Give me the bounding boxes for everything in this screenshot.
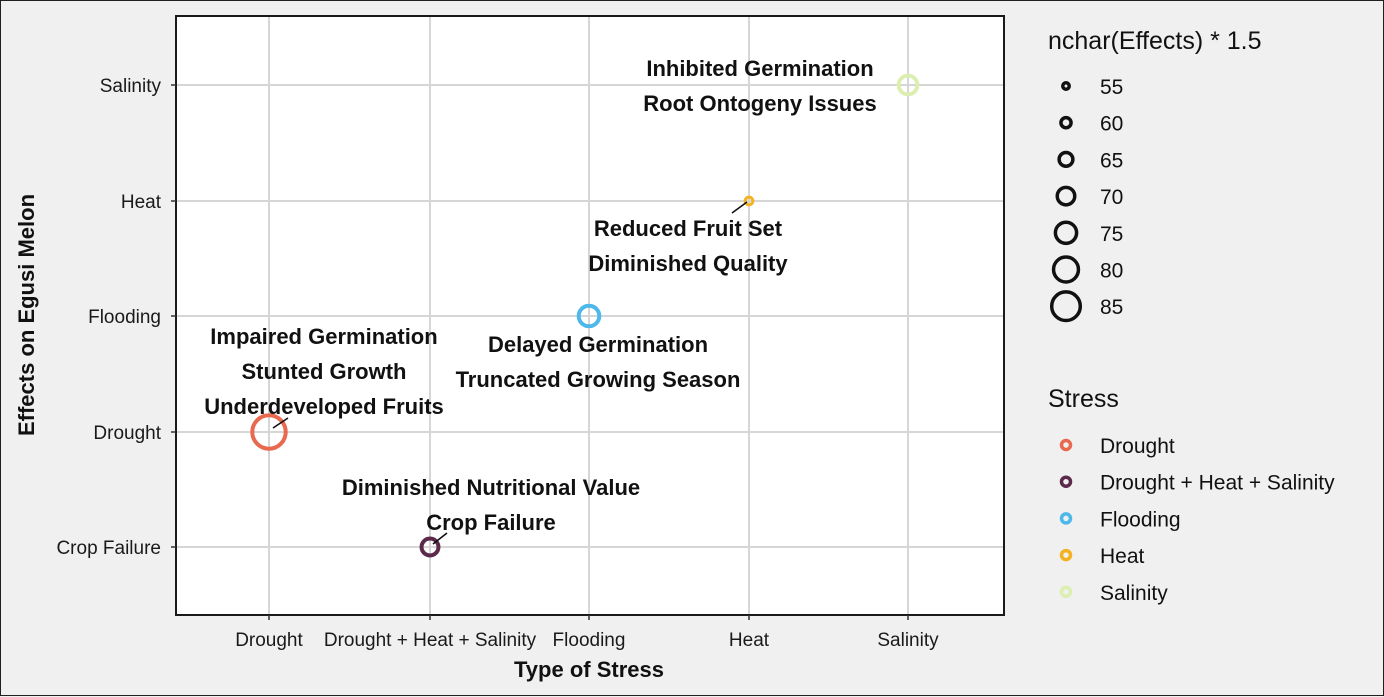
point-drought — [250, 413, 288, 451]
size-legend-label: 85 — [1100, 296, 1123, 319]
point-labels: Impaired Germination Stunted Growth Underd… — [204, 56, 877, 545]
color-legend-title: Stress — [1048, 385, 1119, 413]
size-legend-key — [1059, 115, 1073, 130]
color-legend-key-salinity — [1059, 585, 1073, 599]
y-axis-title: Effects on Egusi Melon — [14, 194, 39, 436]
data-points — [250, 73, 920, 558]
point-label-salinity: Root Ontogeny Issues — [643, 91, 876, 116]
color-legend-label: Salinity — [1100, 582, 1168, 605]
x-axis-ticks: Drought Drought + Heat + Salinity Flooding… — [235, 615, 939, 651]
color-legend-key-drought-heat-salinity — [1059, 475, 1073, 488]
x-tick-label: Flooding — [553, 630, 626, 651]
point-label-drought-heat-salinity: Crop Failure — [426, 510, 556, 535]
point-label-drought: Underdeveloped Fruits — [204, 394, 444, 419]
color-legend: Stress Drought Drought + Heat + Salinity F… — [1048, 385, 1335, 605]
y-tick-label: Drought — [93, 423, 161, 444]
grid-lines — [176, 16, 1004, 615]
color-legend-label: Heat — [1100, 545, 1145, 568]
color-legend-label: Drought + Heat + Salinity — [1100, 472, 1335, 495]
size-legend: nchar(Effects) * 1.5 55 60 65 70 75 80 85 — [1048, 27, 1262, 323]
size-legend-label: 55 — [1100, 76, 1123, 99]
color-legend-key-flooding — [1059, 512, 1073, 525]
size-legend-key — [1053, 220, 1079, 246]
size-legend-label: 65 — [1100, 149, 1123, 172]
point-label-flooding: Delayed Germination — [488, 332, 708, 357]
point-label-drought-heat-salinity: Diminished Nutritional Value — [342, 475, 640, 500]
point-label-drought: Stunted Growth — [242, 359, 407, 384]
size-legend-key — [1055, 185, 1077, 207]
point-label-salinity: Inhibited Germination — [646, 56, 873, 81]
color-legend-key-heat — [1059, 548, 1073, 562]
color-legend-label: Flooding — [1100, 508, 1181, 531]
color-legend-key-drought — [1059, 438, 1073, 452]
y-tick-label: Salinity — [100, 76, 162, 97]
label-leader-line — [272, 417, 289, 429]
size-legend-key — [1057, 150, 1075, 169]
point-label-heat: Reduced Fruit Set — [594, 216, 783, 241]
y-tick-label: Flooding — [88, 307, 161, 328]
x-tick-label: Heat — [729, 630, 770, 651]
point-flooding — [576, 303, 602, 329]
size-legend-label: 80 — [1100, 260, 1123, 283]
x-tick-label: Drought — [235, 630, 303, 651]
color-legend-label: Drought — [1100, 435, 1175, 458]
size-legend-key — [1049, 290, 1083, 323]
label-leader-line — [432, 532, 448, 545]
point-label-flooding: Truncated Growing Season — [456, 367, 741, 392]
size-legend-key — [1061, 81, 1071, 91]
y-axis-ticks: Crop Failure Drought Flooding Heat Salinity — [56, 76, 176, 559]
y-tick-label: Crop Failure — [56, 538, 161, 559]
size-legend-label: 75 — [1100, 223, 1123, 246]
x-tick-label: Drought + Heat + Salinity — [324, 630, 537, 651]
point-salinity — [896, 73, 920, 97]
size-legend-label: 70 — [1100, 186, 1123, 209]
y-tick-label: Heat — [121, 192, 162, 213]
point-drought-heat-salinity — [419, 536, 441, 558]
x-axis-title: Type of Stress — [514, 657, 664, 682]
size-legend-label: 60 — [1100, 113, 1123, 136]
size-legend-title: nchar(Effects) * 1.5 — [1048, 27, 1262, 55]
point-heat — [743, 195, 755, 207]
x-tick-label: Salinity — [877, 630, 939, 651]
label-leader-line — [731, 201, 748, 214]
size-legend-key — [1051, 255, 1081, 284]
point-label-drought: Impaired Germination — [210, 324, 437, 349]
point-label-heat: Diminished Quality — [588, 251, 788, 276]
